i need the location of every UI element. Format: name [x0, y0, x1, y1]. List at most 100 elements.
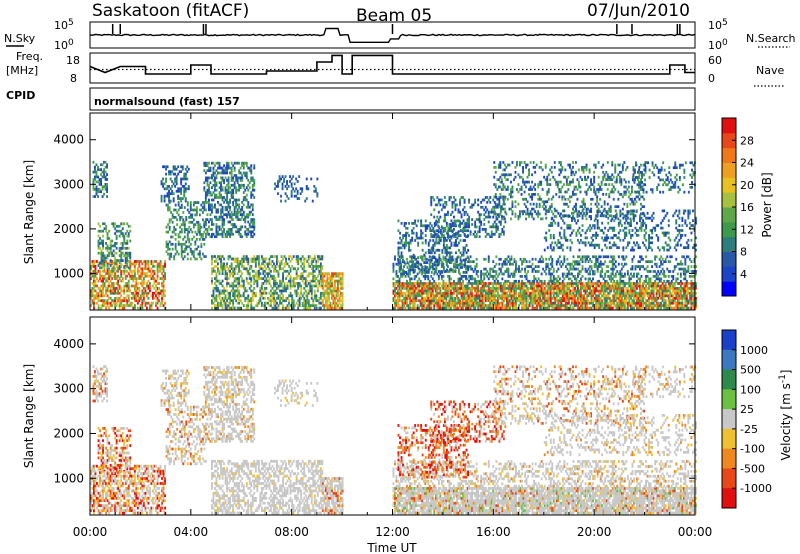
power-cell: [537, 299, 540, 303]
power-cell: [250, 230, 253, 234]
power-cell: [404, 301, 407, 305]
power-cell: [437, 287, 440, 290]
power-cell: [97, 175, 100, 179]
power-cell: [129, 251, 132, 255]
power-cell: [208, 208, 210, 212]
power-cell: [510, 294, 513, 298]
power-cell: [489, 272, 492, 276]
power-cell: [522, 301, 525, 305]
power-cell: [206, 161, 209, 165]
power-cell: [232, 188, 235, 192]
power-cell: [540, 299, 543, 303]
power-cell: [118, 266, 121, 270]
power-cell: [392, 282, 395, 285]
power-cell: [226, 201, 229, 204]
power-cell: [138, 260, 141, 263]
power-cell: [586, 304, 589, 307]
power-cell: [117, 229, 120, 233]
power-cell: [406, 287, 409, 290]
power-cell: [227, 191, 230, 194]
power-cell: [463, 289, 466, 293]
power-cell: [515, 279, 517, 283]
power-cell: [251, 269, 254, 273]
power-cell: [313, 277, 316, 280]
power-cell: [478, 304, 481, 307]
power-cell: [540, 284, 543, 288]
power-cell: [401, 291, 404, 295]
power-cell: [434, 282, 437, 285]
power-cell: [220, 215, 223, 219]
power-cell: [316, 265, 319, 268]
power-cell: [259, 296, 262, 300]
power-cell: [247, 269, 250, 273]
power-cell: [451, 284, 454, 288]
power-cell: [419, 304, 422, 307]
power-cell: [200, 203, 203, 207]
power-cell: [422, 289, 425, 293]
power-cell: [239, 262, 242, 266]
power-cell: [270, 255, 272, 258]
power-cell: [245, 289, 248, 293]
power-cell: [394, 296, 396, 300]
power-cell: [220, 213, 223, 217]
power-cell: [493, 287, 496, 290]
power-cell: [247, 306, 250, 310]
power-cell: [340, 279, 343, 283]
power-cell: [229, 166, 232, 170]
power-cell: [152, 301, 154, 305]
power-cell: [489, 291, 492, 295]
power-cell: [392, 270, 395, 273]
power-cell: [123, 222, 126, 226]
power-cell: [400, 299, 403, 303]
power-cell: [313, 289, 316, 293]
power-cell: [156, 306, 159, 310]
power-cell: [91, 291, 94, 295]
power-cell: [648, 299, 651, 303]
power-cell: [218, 186, 221, 190]
power-cell: [212, 174, 215, 177]
power-cell: [168, 206, 171, 209]
power-cell: [203, 255, 206, 258]
power-cell: [109, 244, 112, 248]
power-cell: [401, 306, 404, 310]
power-cell: [551, 306, 554, 310]
power-cell: [431, 282, 434, 285]
power-cell: [678, 299, 681, 303]
power-cell: [159, 262, 162, 266]
power-cell: [450, 299, 452, 303]
power-cell: [495, 284, 498, 288]
power-cell: [138, 269, 141, 273]
power-cell: [335, 279, 338, 283]
power-cell: [328, 299, 330, 303]
power-cell: [601, 299, 604, 303]
power-cell: [290, 194, 293, 198]
power-cell: [407, 287, 410, 290]
power-cell: [445, 304, 448, 307]
power-cell: [531, 304, 534, 307]
power-cell: [490, 287, 493, 290]
power-cell: [229, 299, 232, 303]
power-cell: [447, 306, 449, 310]
power-cell: [537, 287, 540, 290]
power-cell: [495, 282, 498, 285]
power-cell: [555, 296, 558, 300]
power-cell: [610, 304, 613, 307]
power-cell: [424, 282, 427, 285]
power-cell: [291, 294, 294, 298]
power-cell: [257, 301, 260, 305]
power-cell: [307, 274, 310, 278]
power-cell: [531, 299, 534, 303]
power-cell: [273, 269, 275, 273]
power-cell: [439, 272, 442, 276]
power-cell: [271, 255, 274, 258]
power-cell: [487, 299, 490, 303]
power-cell: [174, 242, 177, 246]
power-cell: [543, 291, 546, 295]
power-cell: [127, 287, 130, 290]
power-cell: [324, 289, 327, 293]
power-cell: [244, 230, 247, 234]
power-cell: [224, 205, 227, 209]
power-cell: [486, 304, 489, 307]
power-cell: [518, 279, 520, 283]
power-cell: [218, 279, 221, 283]
